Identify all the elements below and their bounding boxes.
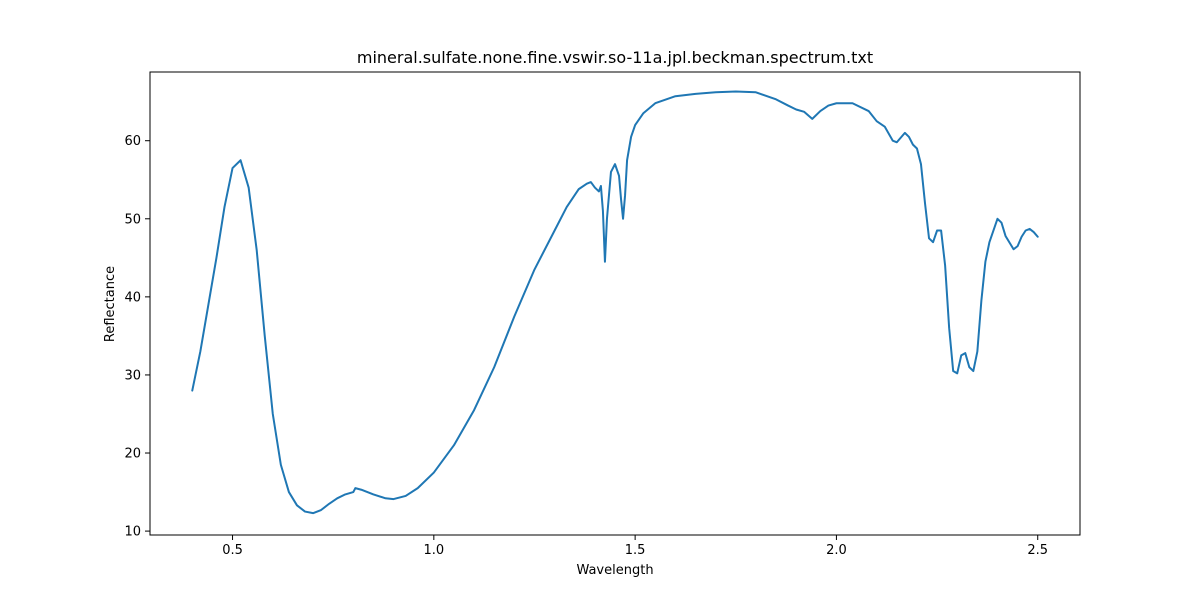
plot-frame [149,71,1081,536]
x-tick-label: 2.0 [826,543,847,558]
chart-title: mineral.sulfate.none.fine.vswir.so-11a.j… [357,48,873,67]
x-tick-label: 1.0 [423,543,444,558]
series-line-0 [191,90,1039,515]
y-tick-label: 20 [124,447,141,462]
y-axis: 10 20 30 40 50 60 [124,134,150,540]
y-tick-label: 60 [124,134,141,149]
plot-area [191,90,1039,515]
y-tick-label: 40 [124,290,141,305]
y-tick-label: 30 [124,368,141,383]
x-axis: 0.5 1.0 1.5 2.0 2.5 [222,535,1048,558]
y-axis-label: Reflectance [103,266,118,342]
y-tick-label: 50 [124,212,141,227]
x-tick-label: 2.5 [1027,543,1048,558]
y-tick-label: 10 [124,525,141,540]
x-axis-label: Wavelength [576,563,653,578]
x-tick-label: 0.5 [222,543,243,558]
x-tick-label: 1.5 [625,543,646,558]
